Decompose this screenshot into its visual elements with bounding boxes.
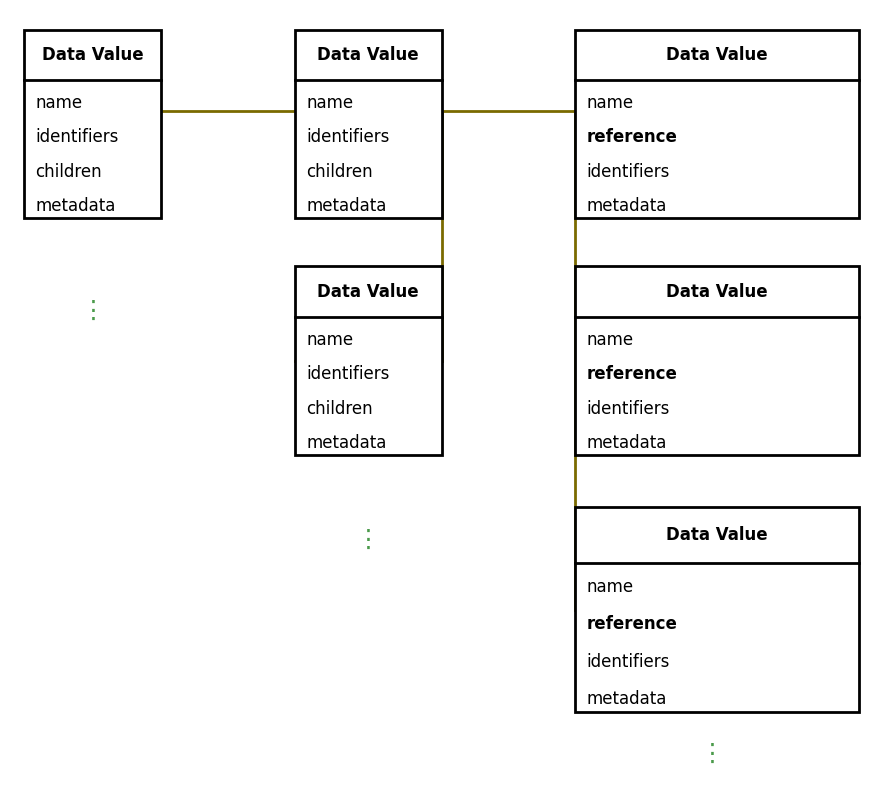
Text: Data Value: Data Value	[666, 283, 768, 301]
Text: reference: reference	[587, 616, 677, 634]
Text: identifiers: identifiers	[587, 653, 670, 671]
Text: children: children	[306, 163, 373, 181]
Text: name: name	[587, 578, 633, 596]
Text: reference: reference	[587, 128, 677, 147]
Text: name: name	[587, 330, 633, 349]
Text: identifiers: identifiers	[306, 365, 390, 384]
Text: metadata: metadata	[587, 197, 667, 215]
Text: Data Value: Data Value	[318, 283, 419, 301]
Text: identifiers: identifiers	[35, 128, 119, 147]
Text: Data Value: Data Value	[318, 46, 419, 64]
FancyBboxPatch shape	[295, 267, 442, 455]
FancyBboxPatch shape	[575, 30, 860, 218]
Text: Data Value: Data Value	[666, 46, 768, 64]
Text: metadata: metadata	[587, 690, 667, 708]
FancyBboxPatch shape	[295, 30, 442, 218]
Text: ⋮: ⋮	[356, 528, 381, 551]
Text: name: name	[35, 93, 82, 112]
Text: metadata: metadata	[306, 197, 387, 215]
Text: metadata: metadata	[35, 197, 116, 215]
Text: reference: reference	[587, 365, 677, 384]
Text: Data Value: Data Value	[666, 526, 768, 544]
FancyBboxPatch shape	[575, 508, 860, 713]
Text: identifiers: identifiers	[587, 163, 670, 181]
Text: metadata: metadata	[587, 434, 667, 452]
Text: name: name	[306, 93, 353, 112]
Text: identifiers: identifiers	[587, 400, 670, 418]
Text: metadata: metadata	[306, 434, 387, 452]
Text: ⋮: ⋮	[700, 742, 725, 766]
Text: identifiers: identifiers	[306, 128, 390, 147]
Text: name: name	[306, 330, 353, 349]
Text: ⋮: ⋮	[80, 299, 105, 322]
FancyBboxPatch shape	[575, 267, 860, 455]
Text: name: name	[587, 93, 633, 112]
FancyBboxPatch shape	[23, 30, 161, 218]
Text: children: children	[35, 163, 102, 181]
Text: children: children	[306, 400, 373, 418]
Text: Data Value: Data Value	[42, 46, 144, 64]
